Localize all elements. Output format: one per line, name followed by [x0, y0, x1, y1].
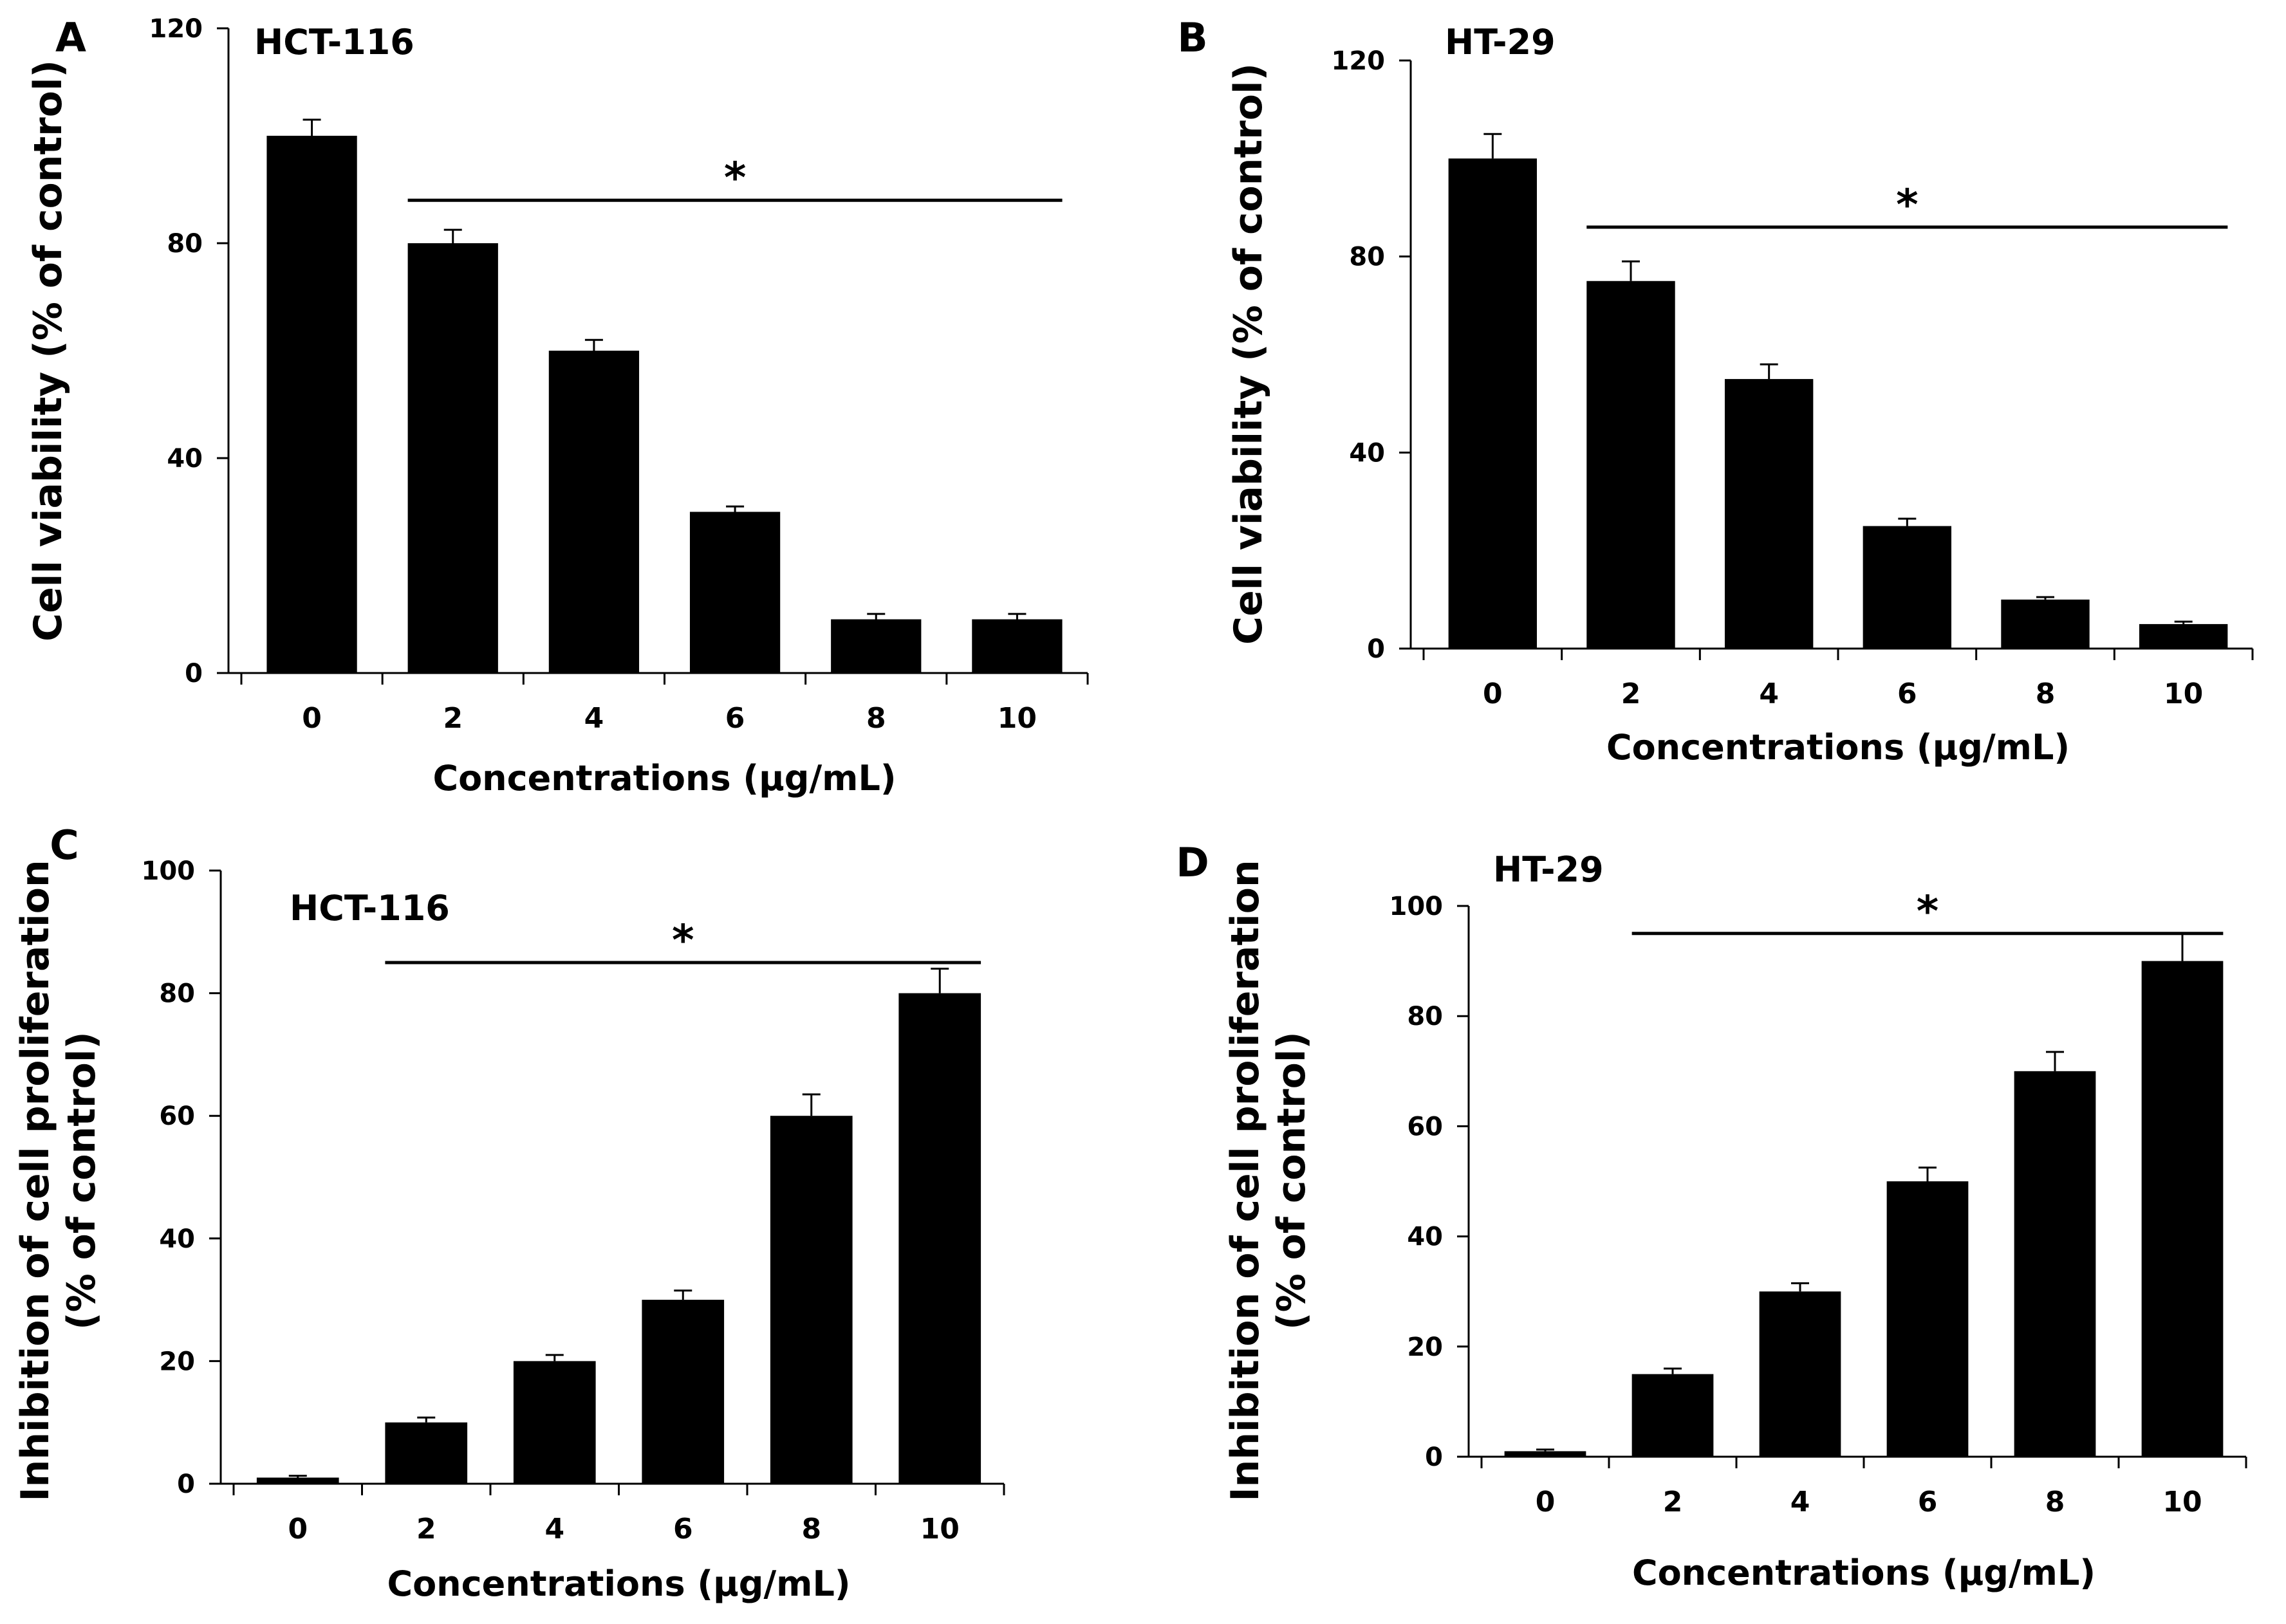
x-tick-label: 10 [2164, 678, 2203, 710]
bar-0 [266, 136, 357, 673]
x-tick-label: 4 [544, 1513, 564, 1546]
y-tick-label: 0 [1367, 634, 1385, 664]
y-tick-label: 40 [1407, 1223, 1443, 1252]
x-tick-label: 6 [1918, 1486, 1938, 1518]
x-tick-label: 8 [866, 702, 886, 735]
bar-10 [972, 619, 1063, 673]
x-tick-label: 0 [302, 702, 322, 735]
y-axis-label: Cell viability (% of control) [26, 60, 71, 641]
x-tick-label: 10 [998, 702, 1037, 735]
bar-10 [898, 993, 981, 1484]
y-tick-label: 40 [167, 444, 203, 474]
panel-b: B HT-29 0 40 80 120 0 2 4 6 8 10 Concentrations (µg/… [1177, 14, 2254, 768]
bar-6 [689, 512, 781, 673]
x-axis-label: Concentrations (µg/mL) [387, 1564, 850, 1604]
chart-title: HT-29 [1493, 849, 1604, 890]
x-tick-label: 10 [2162, 1486, 2202, 1518]
panel-letter: D [1176, 839, 1209, 886]
panel-c: C HCT-116 0 20 40 60 80 100 0 2 4 6 8 10 Concentration… [13, 822, 1005, 1604]
bar-10 [2141, 961, 2224, 1457]
y-tick-label: 20 [159, 1347, 195, 1376]
y-axis-label-line: (% of control) [59, 1031, 104, 1330]
x-tick-label: 8 [2036, 678, 2056, 710]
y-tick-label: 80 [1407, 1002, 1443, 1031]
bar-0 [256, 1477, 339, 1484]
bar-0 [1448, 158, 1538, 649]
y-axis-label-line: (% of control) [1269, 1031, 1314, 1330]
bar-6 [1886, 1181, 1969, 1457]
bar-8 [831, 619, 922, 673]
chart-title: HCT-116 [254, 22, 414, 62]
bar-2 [1586, 281, 1675, 649]
panel-d: D HT-29 0 20 40 60 80 100 0 2 4 6 8 10 Concentrations … [1176, 839, 2247, 1593]
panel-letter: B [1177, 14, 1207, 61]
x-tick-label: 2 [416, 1513, 436, 1546]
y-axis-label-line: Cell viability (% of control) [1226, 63, 1271, 645]
y-tick-label: 60 [1407, 1112, 1443, 1141]
bar-4 [548, 351, 640, 673]
bar-4 [1759, 1291, 1841, 1457]
bar-6 [642, 1300, 725, 1484]
x-axis-label: Concentrations (µg/mL) [1632, 1553, 2096, 1593]
y-axis-label: Inhibition of cell proliferation(% of co… [13, 860, 104, 1501]
y-tick-label: 0 [185, 659, 203, 688]
y-tick-label: 80 [159, 979, 195, 1009]
bar-8 [2001, 599, 2090, 649]
panel-letter: C [50, 822, 79, 869]
y-tick-label: 20 [1407, 1333, 1443, 1362]
bar-2 [407, 243, 498, 673]
x-axis-label: Concentrations (µg/mL) [432, 758, 896, 798]
x-tick-label: 6 [673, 1513, 693, 1546]
bar-10 [2139, 623, 2228, 649]
y-axis-label-line: Inhibition of cell proliferation [1223, 860, 1268, 1501]
bar-8 [770, 1116, 853, 1484]
x-axis-label: Concentrations (µg/mL) [1606, 727, 2070, 768]
x-tick-label: 0 [1483, 678, 1503, 710]
bar-8 [2014, 1071, 2096, 1457]
y-tick-label: 60 [159, 1102, 195, 1131]
significance-marker: * [1896, 180, 1919, 230]
significance-marker: * [672, 916, 694, 965]
y-tick-label: 80 [1349, 243, 1385, 272]
y-axis-label: Inhibition of cell proliferation(% of co… [1223, 860, 1314, 1501]
y-tick-label: 0 [1425, 1443, 1443, 1472]
chart-title: HT-29 [1445, 22, 1556, 62]
bar-4 [513, 1361, 596, 1484]
x-tick-label: 0 [1536, 1486, 1556, 1518]
y-axis-label-line: Inhibition of cell proliferation [13, 860, 58, 1501]
x-tick-label: 8 [801, 1513, 821, 1546]
bar-0 [1504, 1451, 1586, 1457]
y-tick-label: 40 [159, 1224, 195, 1254]
y-tick-label: 100 [1389, 892, 1444, 921]
bar-2 [385, 1422, 468, 1484]
y-tick-label: 40 [1349, 438, 1385, 468]
x-tick-label: 6 [1897, 678, 1917, 710]
y-tick-label: 0 [177, 1470, 195, 1499]
panel-a: A HCT-116 0 40 80 120 0 2 4 6 8 10 Concentrations (µ… [26, 14, 1089, 798]
panel-letter: A [55, 14, 86, 61]
x-tick-label: 4 [1759, 678, 1779, 710]
bar-6 [1863, 526, 1952, 649]
bar-4 [1724, 379, 1814, 649]
y-axis-label: Cell viability (% of control) [1226, 63, 1271, 645]
y-axis-label-line: Cell viability (% of control) [26, 60, 71, 641]
chart-title: HCT-116 [290, 888, 450, 928]
significance-marker: * [724, 153, 747, 203]
x-tick-label: 0 [288, 1513, 308, 1546]
y-tick-label: 120 [149, 14, 203, 44]
x-tick-label: 10 [920, 1513, 960, 1546]
x-tick-label: 2 [443, 702, 463, 735]
x-tick-label: 8 [2045, 1486, 2065, 1518]
x-tick-label: 2 [1663, 1486, 1683, 1518]
y-tick-label: 100 [142, 856, 196, 886]
y-tick-label: 120 [1332, 46, 1386, 76]
y-tick-label: 80 [167, 229, 203, 259]
x-tick-label: 2 [1621, 678, 1641, 710]
x-tick-label: 4 [584, 702, 604, 735]
x-tick-label: 6 [725, 702, 745, 735]
bar-2 [1631, 1374, 1714, 1457]
significance-marker: * [1917, 887, 1939, 936]
x-tick-label: 4 [1790, 1486, 1810, 1518]
